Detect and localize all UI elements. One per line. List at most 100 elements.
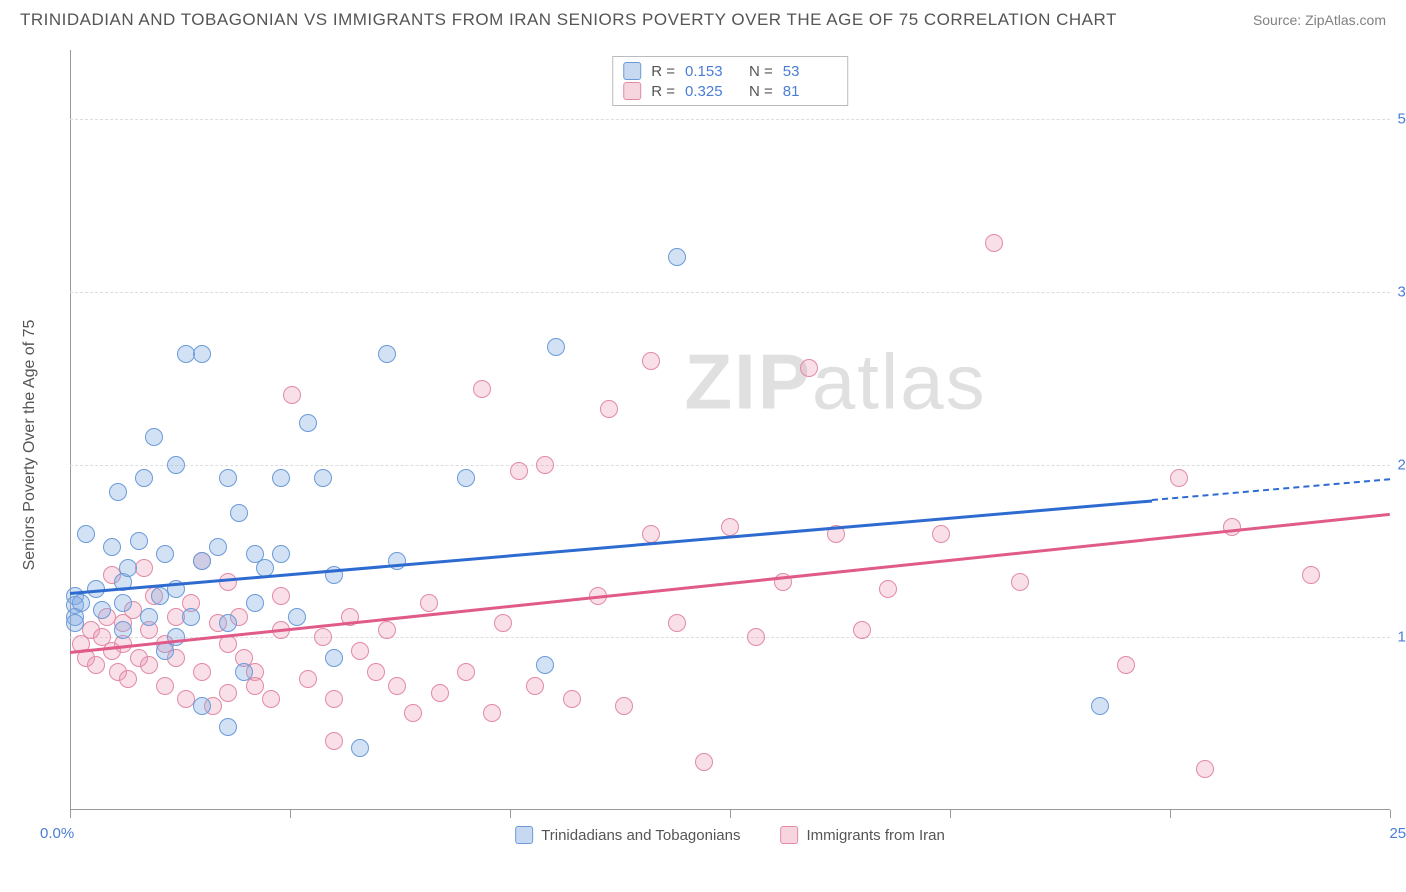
- scatter-point: [135, 559, 153, 577]
- scatter-point: [1091, 697, 1109, 715]
- scatter-point: [388, 677, 406, 695]
- scatter-point: [299, 670, 317, 688]
- legend-swatch: [515, 826, 533, 844]
- scatter-point: [526, 677, 544, 695]
- scatter-point: [219, 573, 237, 591]
- scatter-point: [66, 614, 84, 632]
- series-legend: Trinidadians and Tobagonians Immigrants f…: [515, 826, 945, 844]
- y-tick-label: 50.0%: [1392, 111, 1406, 128]
- scatter-point: [283, 386, 301, 404]
- scatter-point: [747, 628, 765, 646]
- legend-label: Immigrants from Iran: [806, 827, 944, 844]
- stat-r-value: 0.153: [685, 63, 739, 80]
- scatter-point: [209, 538, 227, 556]
- scatter-point: [932, 525, 950, 543]
- scatter-point: [77, 525, 95, 543]
- scatter-point: [193, 345, 211, 363]
- stat-legend-row: R =0.325N =81: [623, 81, 837, 101]
- legend-label: Trinidadians and Tobagonians: [541, 827, 740, 844]
- scatter-point: [668, 614, 686, 632]
- scatter-point: [272, 545, 290, 563]
- scatter-point: [494, 614, 512, 632]
- scatter-point: [536, 456, 554, 474]
- scatter-point: [853, 621, 871, 639]
- scatter-point: [483, 704, 501, 722]
- legend-swatch: [623, 62, 641, 80]
- scatter-point: [879, 580, 897, 598]
- stats-legend: R = 0.153 N = 53R =0.325N =81: [612, 56, 848, 106]
- scatter-point: [457, 469, 475, 487]
- scatter-point: [193, 697, 211, 715]
- grid-line: [70, 465, 1390, 466]
- scatter-point: [103, 538, 121, 556]
- scatter-point: [167, 628, 185, 646]
- y-tick-label: 12.5%: [1392, 629, 1406, 646]
- x-axis-max-label: 25.0%: [1389, 825, 1406, 842]
- scatter-point: [87, 656, 105, 674]
- scatter-point: [600, 400, 618, 418]
- x-tick: [1170, 810, 1171, 818]
- scatter-point: [800, 359, 818, 377]
- scatter-point: [299, 414, 317, 432]
- scatter-point: [563, 690, 581, 708]
- scatter-point: [219, 718, 237, 736]
- stat-n-label: N =: [749, 63, 773, 80]
- scatter-point: [114, 621, 132, 639]
- scatter-point: [119, 670, 137, 688]
- scatter-point: [230, 504, 248, 522]
- chart-title: TRINIDADIAN AND TOBAGONIAN VS IMMIGRANTS…: [20, 10, 1117, 30]
- scatter-point: [314, 628, 332, 646]
- stat-r-label: R =: [651, 83, 675, 100]
- scatter-point: [314, 469, 332, 487]
- trend-line-extrapolated: [1152, 478, 1390, 501]
- scatter-point: [351, 642, 369, 660]
- legend-item: Immigrants from Iran: [780, 826, 944, 844]
- scatter-point: [367, 663, 385, 681]
- x-tick: [730, 810, 731, 818]
- scatter-point: [642, 352, 660, 370]
- scatter-point: [219, 614, 237, 632]
- scatter-point: [235, 663, 253, 681]
- stat-legend-row: R = 0.153 N = 53: [623, 61, 837, 81]
- scatter-point: [1170, 469, 1188, 487]
- scatter-point: [351, 739, 369, 757]
- stat-r-label: R =: [651, 63, 675, 80]
- scatter-point: [219, 684, 237, 702]
- scatter-point: [420, 594, 438, 612]
- scatter-point: [473, 380, 491, 398]
- scatter-point: [668, 248, 686, 266]
- scatter-point: [547, 338, 565, 356]
- scatter-point: [288, 608, 306, 626]
- y-tick-label: 25.0%: [1392, 456, 1406, 473]
- scatter-point: [156, 677, 174, 695]
- grid-line: [70, 292, 1390, 293]
- stat-n-value: 53: [783, 63, 837, 80]
- scatter-point: [135, 469, 153, 487]
- scatter-point: [642, 525, 660, 543]
- scatter-point: [219, 635, 237, 653]
- x-tick: [510, 810, 511, 818]
- scatter-point: [510, 462, 528, 480]
- scatter-point: [1117, 656, 1135, 674]
- source-attribution: Source: ZipAtlas.com: [1253, 12, 1386, 28]
- legend-swatch: [623, 82, 641, 100]
- scatter-point: [119, 559, 137, 577]
- scatter-point: [536, 656, 554, 674]
- scatter-point: [156, 545, 174, 563]
- x-tick: [950, 810, 951, 818]
- scatter-point: [262, 690, 280, 708]
- scatter-point: [378, 621, 396, 639]
- y-tick-label: 37.5%: [1392, 283, 1406, 300]
- scatter-point: [246, 594, 264, 612]
- scatter-point: [109, 483, 127, 501]
- scatter-point: [193, 552, 211, 570]
- scatter-point: [1302, 566, 1320, 584]
- legend-swatch: [780, 826, 798, 844]
- scatter-point: [404, 704, 422, 722]
- scatter-point: [721, 518, 739, 536]
- x-tick: [290, 810, 291, 818]
- plot-area: ZIPatlas R =0.153N =53R =0.325N =81 Trin…: [70, 50, 1390, 840]
- scatter-point: [140, 656, 158, 674]
- x-tick: [70, 810, 71, 818]
- scatter-point: [695, 753, 713, 771]
